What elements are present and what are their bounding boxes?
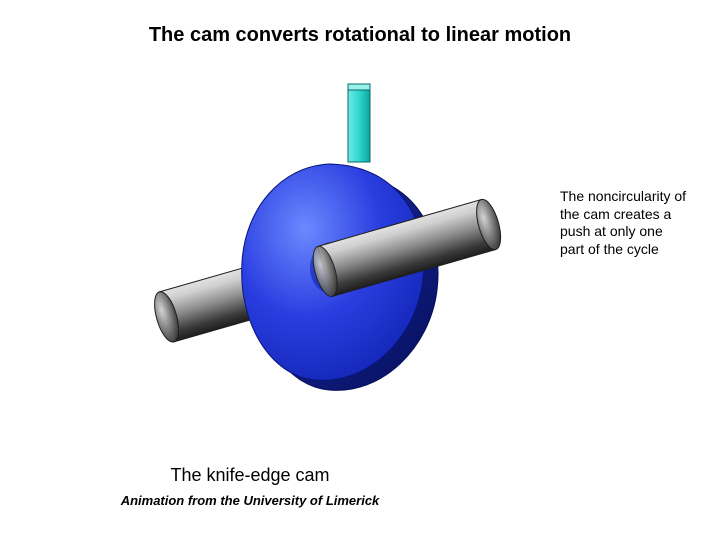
cam-diagram bbox=[130, 80, 530, 410]
follower-bar bbox=[348, 84, 370, 162]
explanatory-text: The noncircularity of the cam creates a … bbox=[560, 188, 690, 258]
page-title: The cam converts rotational to linear mo… bbox=[0, 24, 720, 47]
diagram-credit: Animation from the University of Limeric… bbox=[0, 493, 500, 508]
diagram-subtitle: The knife-edge cam bbox=[0, 465, 500, 486]
